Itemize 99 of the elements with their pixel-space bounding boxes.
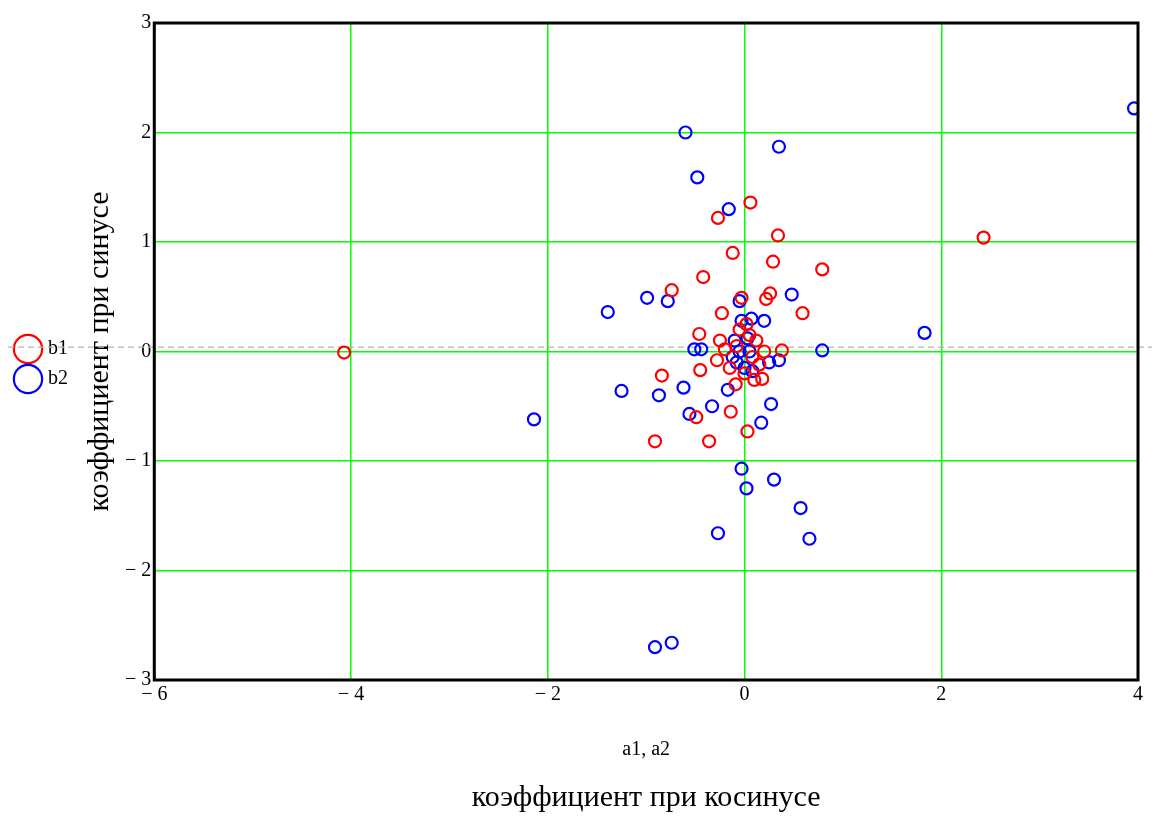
y-tick-label: 0 bbox=[141, 338, 152, 361]
x-tick-label: 2 bbox=[936, 682, 947, 705]
point bbox=[732, 344, 747, 359]
point bbox=[654, 368, 669, 383]
legend-label: b2 bbox=[48, 366, 68, 389]
point bbox=[526, 412, 542, 427]
point bbox=[710, 526, 726, 541]
point bbox=[754, 415, 769, 430]
point bbox=[793, 500, 808, 516]
point bbox=[702, 434, 717, 449]
point bbox=[749, 333, 764, 348]
point bbox=[815, 343, 830, 358]
point bbox=[640, 290, 655, 305]
point bbox=[784, 287, 799, 302]
point bbox=[729, 355, 744, 370]
y-tick-label: 2 bbox=[141, 119, 152, 142]
point bbox=[647, 640, 663, 655]
point bbox=[917, 325, 932, 340]
point bbox=[740, 331, 755, 346]
point bbox=[739, 317, 754, 332]
point bbox=[770, 228, 786, 243]
point bbox=[795, 306, 810, 321]
point bbox=[614, 383, 629, 399]
x-tick-label: − 4 bbox=[337, 682, 365, 705]
point bbox=[689, 410, 704, 425]
point bbox=[759, 291, 774, 307]
point bbox=[722, 360, 737, 376]
point bbox=[712, 333, 728, 348]
point bbox=[647, 434, 663, 449]
point bbox=[732, 322, 747, 337]
point bbox=[729, 338, 744, 354]
point bbox=[743, 195, 758, 210]
y-tick-label: − 1 bbox=[125, 448, 152, 471]
point bbox=[745, 364, 760, 379]
y-tick-label: 1 bbox=[141, 229, 152, 252]
point bbox=[728, 377, 743, 392]
point bbox=[742, 327, 757, 343]
y-tick-label: − 2 bbox=[125, 557, 152, 580]
point bbox=[709, 353, 725, 368]
point bbox=[737, 360, 752, 376]
point bbox=[687, 342, 702, 357]
x-tick-label: 0 bbox=[739, 682, 750, 705]
y-axis-title: коэффициент при синусе bbox=[80, 191, 114, 512]
point bbox=[739, 481, 754, 496]
point bbox=[762, 286, 778, 301]
x-axis-title: коэффициент при косинусе bbox=[471, 778, 821, 812]
point bbox=[802, 531, 817, 546]
point bbox=[742, 344, 757, 359]
point bbox=[694, 342, 709, 357]
point bbox=[757, 313, 772, 328]
point bbox=[600, 304, 615, 320]
point bbox=[752, 357, 767, 372]
point bbox=[723, 404, 738, 419]
point bbox=[727, 333, 742, 348]
y-tick-label: 3 bbox=[141, 10, 152, 33]
point bbox=[721, 202, 736, 217]
point bbox=[690, 170, 705, 185]
point bbox=[660, 294, 675, 309]
point bbox=[710, 210, 726, 226]
point bbox=[774, 343, 789, 358]
point bbox=[755, 371, 770, 386]
point bbox=[720, 382, 735, 397]
point bbox=[725, 349, 740, 365]
legend-label: b1 bbox=[48, 336, 68, 359]
point bbox=[682, 406, 697, 422]
point bbox=[664, 635, 679, 650]
point bbox=[766, 472, 782, 487]
point bbox=[815, 262, 830, 277]
point bbox=[771, 353, 787, 368]
point bbox=[676, 380, 691, 395]
point bbox=[725, 245, 740, 261]
point bbox=[696, 269, 711, 285]
x-tick-label: 4 bbox=[1133, 682, 1143, 705]
text: a1, a2 bbox=[622, 737, 671, 760]
point bbox=[693, 363, 708, 378]
point bbox=[747, 372, 762, 388]
point bbox=[714, 306, 729, 321]
point bbox=[717, 342, 732, 357]
point bbox=[337, 345, 352, 360]
point bbox=[664, 283, 679, 298]
x-tick-label: − 2 bbox=[534, 682, 561, 705]
point bbox=[692, 326, 707, 342]
point bbox=[704, 399, 720, 414]
point bbox=[762, 355, 777, 370]
point bbox=[734, 313, 749, 328]
point bbox=[765, 254, 781, 269]
point bbox=[651, 388, 667, 403]
point bbox=[734, 461, 749, 476]
point bbox=[976, 230, 991, 245]
point bbox=[734, 290, 749, 305]
point bbox=[745, 349, 760, 365]
point bbox=[678, 125, 693, 140]
point bbox=[737, 366, 752, 381]
point bbox=[732, 294, 747, 309]
point bbox=[740, 424, 755, 439]
point bbox=[744, 311, 759, 326]
point bbox=[771, 139, 787, 154]
point bbox=[763, 396, 779, 412]
point bbox=[757, 344, 772, 359]
